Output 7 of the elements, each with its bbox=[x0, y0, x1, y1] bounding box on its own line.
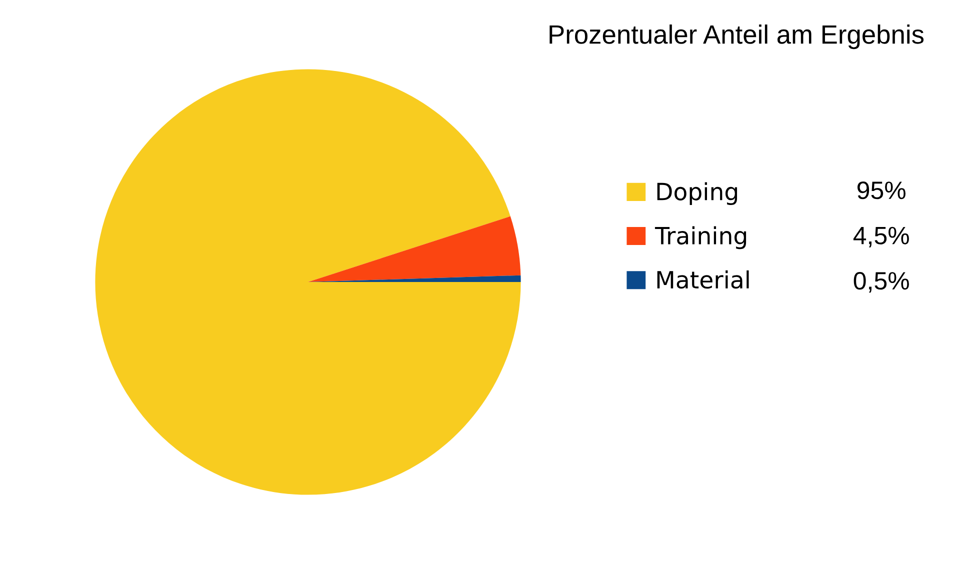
legend-label: Doping bbox=[657, 182, 738, 206]
data-label: 0,5% bbox=[854, 272, 909, 293]
legend-label: Training bbox=[654, 226, 746, 250]
data-label: 95% bbox=[858, 181, 906, 200]
data-label: 4,5% bbox=[853, 226, 909, 248]
legend-label: Material bbox=[657, 270, 749, 289]
chart-title: Prozentualer Anteil am Ergebnis bbox=[550, 24, 924, 50]
